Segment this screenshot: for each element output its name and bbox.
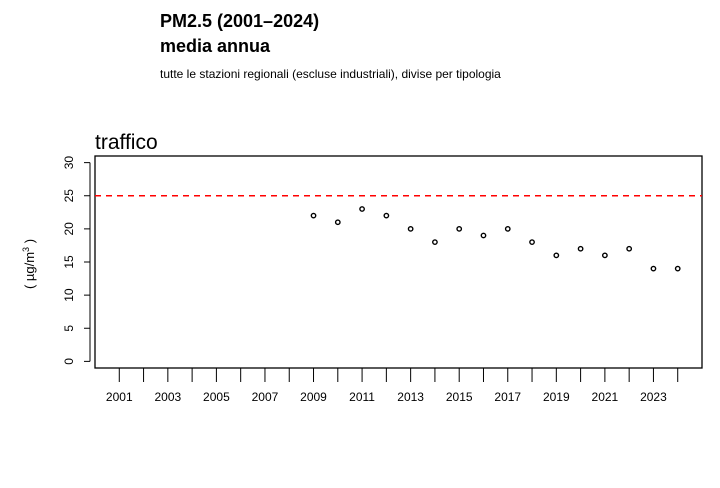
x-tick-label: 2009 — [300, 390, 327, 404]
data-point — [650, 265, 657, 272]
data-point — [577, 245, 584, 252]
data-point — [407, 225, 414, 232]
y-tick-label: 20 — [62, 222, 76, 236]
data-point — [310, 212, 317, 219]
x-tick-label: 2019 — [543, 390, 570, 404]
data-point — [529, 239, 535, 246]
x-tick-label: 2013 — [397, 390, 424, 404]
plot-frame — [94, 155, 703, 369]
x-tick-label: 2023 — [640, 390, 667, 404]
x-tick-label: 2005 — [203, 390, 230, 404]
data-point — [432, 239, 438, 246]
y-tick-label: 0 — [62, 358, 76, 365]
y-tick-label: 10 — [62, 288, 76, 302]
x-tick-label: 2017 — [494, 390, 521, 404]
data-point — [334, 219, 341, 226]
data-point — [359, 206, 365, 212]
data-point — [626, 245, 633, 252]
y-tick-label: 15 — [62, 255, 76, 269]
x-tick-label: 2001 — [106, 390, 133, 404]
data-point — [674, 265, 681, 272]
y-tick-label: 25 — [62, 189, 76, 203]
data-point — [601, 252, 608, 259]
y-axis-label: ( µg/m3 ) — [21, 239, 37, 289]
x-tick-label: 2011 — [349, 390, 375, 404]
data-point — [383, 212, 390, 219]
data-point — [456, 225, 463, 232]
data-point — [553, 252, 560, 259]
y-tick-label: 30 — [62, 156, 76, 170]
x-tick-label: 2015 — [446, 390, 473, 404]
panel-title: traffico — [95, 131, 158, 154]
y-tick-label: 5 — [62, 325, 76, 332]
chart-subtitle: tutte le stazioni regionali (escluse ind… — [160, 67, 501, 81]
data-point — [504, 225, 511, 232]
chart-title-line2: media annua — [160, 36, 271, 56]
data-point — [480, 232, 487, 239]
x-tick-label: 2003 — [154, 390, 181, 404]
chart-title: PM2.5 (2001–2024) — [160, 11, 320, 31]
x-tick-label: 2007 — [252, 390, 279, 404]
x-tick-label: 2021 — [592, 390, 619, 404]
